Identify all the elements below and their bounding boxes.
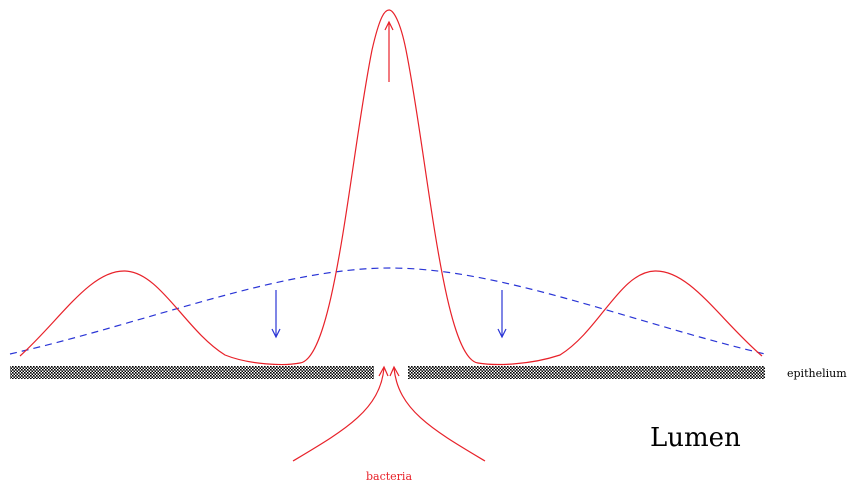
- red-solid-curve: [19, 9, 763, 366]
- peak-up-arrow: [384, 20, 394, 82]
- epithelium-band-left: [10, 366, 374, 379]
- bacteria-left-arrow: [292, 365, 389, 462]
- left-down-arrow: [271, 290, 281, 339]
- blue-dashed-curve: [9, 267, 766, 355]
- epithelium-label: epithelium: [787, 367, 847, 380]
- bacteria-right-arrow: [389, 365, 486, 462]
- lumen-label: Lumen: [650, 423, 741, 453]
- epithelium-band-right: [408, 366, 765, 379]
- bacteria-label: bacteria: [366, 470, 412, 483]
- right-down-arrow: [497, 290, 507, 339]
